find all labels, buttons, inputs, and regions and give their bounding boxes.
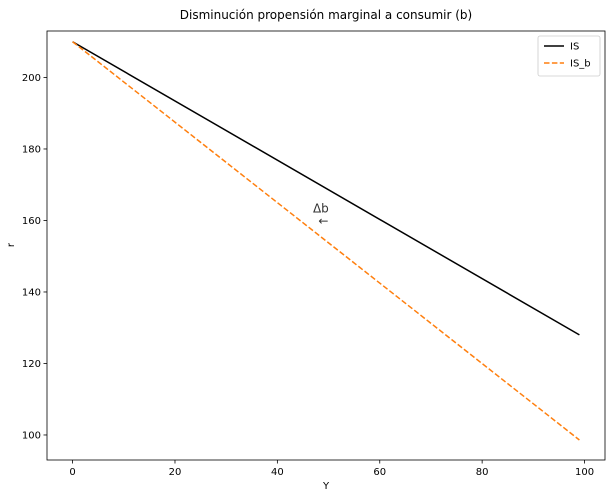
y-axis: 100 120 140 160 180 200 xyxy=(22,73,47,441)
x-axis: 0 20 40 60 80 100 xyxy=(69,460,594,478)
y-tick-label: 160 xyxy=(22,216,41,227)
x-tick-label: 20 xyxy=(169,467,182,478)
x-tick-label: 0 xyxy=(69,467,75,478)
legend-label: IS xyxy=(570,42,579,53)
y-tick-label: 200 xyxy=(22,73,41,84)
x-tick-label: 80 xyxy=(476,467,489,478)
delta-b-annotation: Δb xyxy=(313,202,329,216)
y-tick-label: 120 xyxy=(22,359,41,370)
y-axis-label: r xyxy=(6,242,17,247)
x-tick-label: 40 xyxy=(271,467,284,478)
legend-box xyxy=(537,35,601,77)
series-line-is-b xyxy=(72,41,580,441)
series-lines xyxy=(72,41,580,441)
plot-area xyxy=(46,30,606,461)
annotations: Δb← xyxy=(313,202,329,228)
series-line-is xyxy=(72,41,580,336)
arrow-annotation: ← xyxy=(318,214,328,228)
legend-label: IS_b xyxy=(570,59,591,70)
y-tick-label: 180 xyxy=(22,144,41,155)
chart-title: Disminución propensión marginal a consum… xyxy=(180,8,472,22)
y-tick-label: 140 xyxy=(22,287,41,298)
y-tick-label: 100 xyxy=(22,430,41,441)
x-tick-label: 100 xyxy=(575,467,594,478)
legend: IS IS_b xyxy=(537,35,601,77)
x-axis-label: Y xyxy=(322,481,330,492)
x-tick-label: 60 xyxy=(373,467,386,478)
